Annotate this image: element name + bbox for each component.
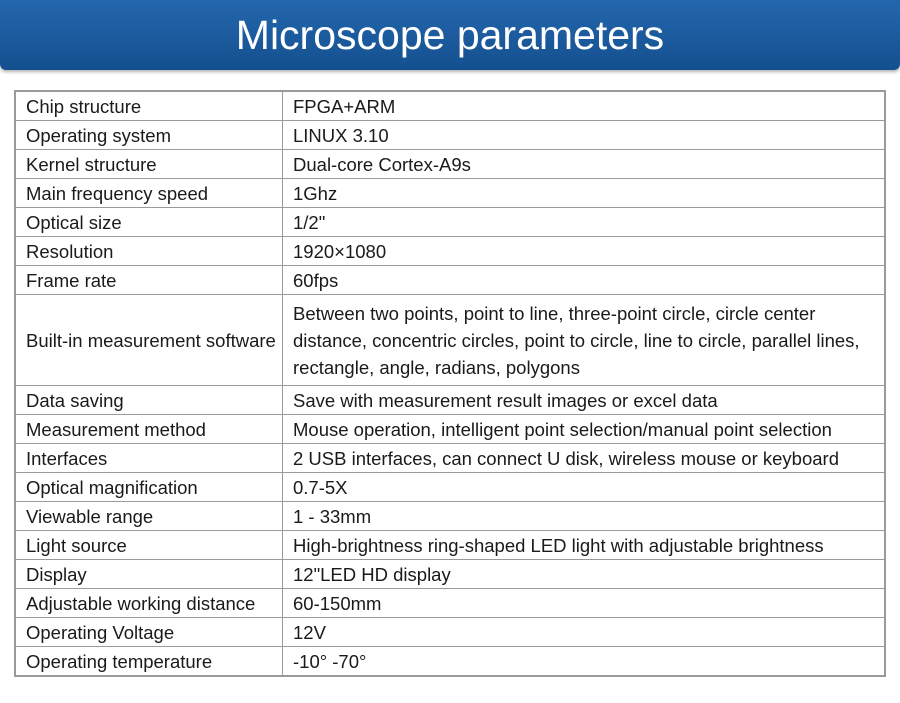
table-row: Display 12"LED HD display bbox=[14, 559, 886, 589]
table-row: Measurement method Mouse operation, intel… bbox=[14, 414, 886, 444]
parameter-name: Optical size bbox=[14, 207, 283, 237]
parameter-name: Operating Voltage bbox=[14, 617, 283, 647]
parameter-value: 1/2" bbox=[282, 207, 886, 237]
table-row: Optical size 1/2" bbox=[14, 207, 886, 237]
table-row: Built-in measurement software Between two… bbox=[14, 294, 886, 386]
parameter-value: 0.7-5X bbox=[282, 472, 886, 502]
parameter-value: High-brightness ring-shaped LED light wi… bbox=[282, 530, 886, 560]
parameter-name: Frame rate bbox=[14, 265, 283, 295]
table-row: Operating Voltage 12V bbox=[14, 617, 886, 647]
parameter-name: Main frequency speed bbox=[14, 178, 283, 208]
table-row: Adjustable working distance 60-150mm bbox=[14, 588, 886, 618]
parameter-name: Viewable range bbox=[14, 501, 283, 531]
parameter-name: Built-in measurement software bbox=[14, 294, 283, 386]
table-row: Frame rate 60fps bbox=[14, 265, 886, 295]
parameter-value: 12V bbox=[282, 617, 886, 647]
parameter-value: LINUX 3.10 bbox=[282, 120, 886, 150]
parameter-value: FPGA+ARM bbox=[282, 90, 886, 121]
parameter-value: 60fps bbox=[282, 265, 886, 295]
parameter-value: 1Ghz bbox=[282, 178, 886, 208]
table-row: Viewable range 1 - 33mm bbox=[14, 501, 886, 531]
parameter-name: Resolution bbox=[14, 236, 283, 266]
parameter-name: Operating temperature bbox=[14, 646, 283, 677]
table-row: Chip structure FPGA+ARM bbox=[14, 90, 886, 121]
parameter-value: Mouse operation, intelligent point selec… bbox=[282, 414, 886, 444]
parameter-value: 2 USB interfaces, can connect U disk, wi… bbox=[282, 443, 886, 473]
table-row: Operating system LINUX 3.10 bbox=[14, 120, 886, 150]
parameter-name: Kernel structure bbox=[14, 149, 283, 179]
parameter-value: 1920×1080 bbox=[282, 236, 886, 266]
table-row: Resolution 1920×1080 bbox=[14, 236, 886, 266]
table-row: Main frequency speed 1Ghz bbox=[14, 178, 886, 208]
parameter-value: 60-150mm bbox=[282, 588, 886, 618]
parameter-name: Data saving bbox=[14, 385, 283, 415]
parameter-value: Save with measurement result images or e… bbox=[282, 385, 886, 415]
parameter-name: Light source bbox=[14, 530, 283, 560]
parameter-name: Operating system bbox=[14, 120, 283, 150]
table-row: Operating temperature -10° -70° bbox=[14, 646, 886, 677]
table-row: Light source High-brightness ring-shaped … bbox=[14, 530, 886, 560]
parameter-name: Adjustable working distance bbox=[14, 588, 283, 618]
parameter-value: Between two points, point to line, three… bbox=[282, 294, 886, 386]
table-row: Data saving Save with measurement result … bbox=[14, 385, 886, 415]
parameter-value: 1 - 33mm bbox=[282, 501, 886, 531]
title-banner: Microscope parameters bbox=[0, 0, 900, 70]
spec-table: Chip structure FPGA+ARM Operating system LI… bbox=[14, 90, 886, 677]
parameter-value: Dual-core Cortex-A9s bbox=[282, 149, 886, 179]
table-row: Optical magnification 0.7-5X bbox=[14, 472, 886, 502]
parameter-name: Optical magnification bbox=[14, 472, 283, 502]
parameter-name: Display bbox=[14, 559, 283, 589]
parameter-name: Measurement method bbox=[14, 414, 283, 444]
parameter-name: Interfaces bbox=[14, 443, 283, 473]
parameter-value: -10° -70° bbox=[282, 646, 886, 677]
table-row: Kernel structure Dual-core Cortex-A9s bbox=[14, 149, 886, 179]
parameter-name: Chip structure bbox=[14, 90, 283, 121]
table-row: Interfaces 2 USB interfaces, can connect … bbox=[14, 443, 886, 473]
parameter-value: 12"LED HD display bbox=[282, 559, 886, 589]
